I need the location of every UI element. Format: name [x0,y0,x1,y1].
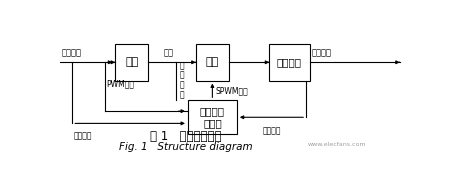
Text: 母线: 母线 [163,48,173,57]
Text: 输出采样: 输出采样 [262,126,280,135]
Text: 逻辑控制
与驱动: 逻辑控制 与驱动 [199,106,225,129]
Text: 逆变: 逆变 [205,57,219,67]
Text: Fig. 1   Structure diagram: Fig. 1 Structure diagram [119,142,253,152]
Text: www.elecfans.com: www.elecfans.com [307,142,365,147]
Text: 母
线
采
样: 母 线 采 样 [179,61,184,99]
Text: 输出滤波: 输出滤波 [276,57,301,67]
Bar [195,44,229,81]
Text: 交流输出: 交流输出 [311,48,331,57]
Text: 图 1   系统功能框图: 图 1 系统功能框图 [150,130,221,143]
Bar [188,100,236,134]
Text: SPWM驱动: SPWM驱动 [216,86,248,95]
Text: 直流输入: 直流输入 [62,48,82,57]
Text: 升压: 升压 [125,57,138,67]
Bar [115,44,148,81]
Text: PWM驱动: PWM驱动 [106,79,134,88]
Text: 输入采样: 输入采样 [74,131,92,140]
Bar [269,44,309,81]
